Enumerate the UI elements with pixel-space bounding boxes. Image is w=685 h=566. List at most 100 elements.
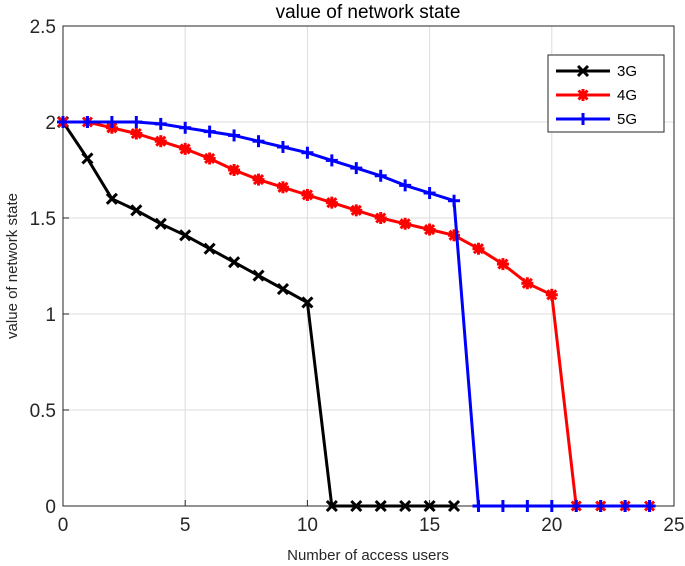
data-point-stroke: [130, 127, 142, 140]
data-point: [57, 116, 69, 128]
x-tick-label: 10: [297, 515, 318, 536]
data-point-stroke: [546, 289, 558, 301]
data-point: [130, 204, 143, 217]
data-point-stroke: [497, 258, 509, 270]
data-point-stroke: [154, 217, 167, 230]
data-point: [276, 181, 289, 194]
data-point: [325, 196, 338, 209]
data-point-stroke: [326, 197, 338, 209]
data-point: [399, 499, 412, 513]
y-axis-ticks: 0 0.5 1 1.5 2 2.5: [30, 17, 69, 518]
data-point-stroke: [155, 135, 167, 147]
data-point-stroke: [577, 89, 589, 101]
data-point-stroke: [423, 499, 436, 513]
series-4g: [57, 116, 656, 512]
data-point: [423, 499, 436, 513]
y-tick-label: 1: [45, 305, 56, 326]
data-point: [252, 269, 265, 282]
legend-item-3g: 3G: [556, 63, 637, 80]
data-point-stroke: [399, 218, 411, 230]
data-point-stroke: [228, 256, 241, 269]
x-tick-label: 20: [541, 515, 562, 536]
data-point-stroke: [179, 229, 192, 242]
series-5g: [57, 116, 656, 512]
data-point: [472, 500, 485, 512]
y-tick-label: 1.5: [30, 209, 56, 230]
y-tick-label: 0: [45, 497, 56, 518]
data-point: [130, 127, 143, 140]
data-point: [203, 242, 216, 255]
data-point: [350, 162, 363, 175]
data-point-stroke: [276, 282, 290, 296]
data-point: [301, 188, 314, 201]
data-point: [325, 154, 338, 167]
data-point: [521, 500, 534, 512]
data-point: [179, 121, 192, 134]
data-point: [228, 164, 241, 176]
data-point-stroke: [399, 499, 412, 513]
data-point: [276, 282, 290, 296]
data-point-stroke: [277, 181, 289, 193]
data-point: [399, 217, 412, 230]
data-point-stroke: [301, 189, 313, 201]
data-point: [81, 152, 94, 165]
data-point-stroke: [576, 64, 590, 78]
legend-label: 5G: [617, 111, 637, 128]
data-point: [252, 173, 265, 186]
data-point: [252, 135, 265, 148]
data-point: [399, 179, 412, 192]
data-point-stroke: [81, 152, 94, 165]
legend-item-4g: 4G: [556, 87, 637, 104]
data-point: [448, 194, 461, 207]
legend-label: 3G: [617, 63, 637, 80]
data-point: [301, 296, 314, 309]
data-point: [594, 500, 607, 512]
data-point: [276, 140, 289, 153]
data-point: [570, 500, 583, 512]
x-axis-ticks: 0 5 10 15 20 25: [58, 500, 685, 536]
data-point-stroke: [375, 212, 387, 224]
data-point: [545, 500, 558, 512]
data-point: [423, 223, 436, 236]
x-tick-label: 0: [58, 515, 69, 536]
data-point: [447, 499, 461, 513]
data-point: [521, 277, 534, 290]
x-axis-title: Number of access users: [287, 547, 449, 564]
data-point: [374, 499, 387, 513]
data-point: [423, 187, 436, 200]
series-lines: [56, 115, 656, 513]
data-point: [228, 129, 241, 142]
legend-label: 4G: [617, 87, 637, 104]
data-point: [301, 146, 314, 159]
data-point-stroke: [472, 243, 485, 255]
chart-title: value of network state: [276, 2, 461, 23]
data-point-stroke: [130, 204, 143, 217]
x-tick-label: 25: [663, 515, 684, 536]
data-point: [643, 500, 656, 512]
data-point-stroke: [521, 277, 533, 289]
y-tick-label: 2.5: [30, 17, 56, 38]
data-point: [105, 192, 118, 205]
data-point-stroke: [203, 242, 216, 255]
data-point: [619, 500, 632, 512]
data-point-stroke: [204, 152, 216, 165]
x-tick-label: 5: [180, 515, 191, 536]
data-point: [350, 204, 363, 217]
legend: 3G 4G 5G: [547, 54, 665, 133]
data-point-stroke: [374, 499, 387, 513]
data-point: [179, 142, 192, 155]
data-point-stroke: [424, 223, 436, 236]
data-point: [154, 135, 167, 148]
data-point: [203, 125, 216, 138]
y-tick-label: 0.5: [30, 401, 56, 422]
data-point-stroke: [350, 499, 363, 513]
data-point: [325, 499, 338, 513]
y-axis-title: value of network state: [4, 193, 21, 339]
data-point-stroke: [252, 174, 265, 186]
data-point-stroke: [447, 499, 461, 513]
data-point: [105, 116, 118, 128]
data-point-stroke: [350, 204, 362, 216]
data-point-stroke: [301, 296, 314, 309]
data-point: [130, 116, 143, 128]
